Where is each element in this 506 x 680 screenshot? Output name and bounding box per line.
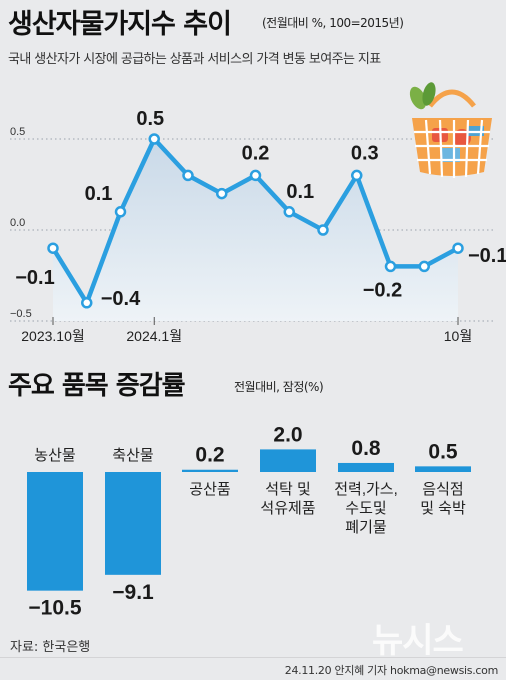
newsis-watermark: 뉴시스 xyxy=(372,621,464,661)
y-tick-label: 0.5 xyxy=(10,126,25,138)
shopping-basket-icon xyxy=(409,82,492,178)
data-point xyxy=(351,169,363,182)
page-subtitle: 국내 생산자가 시장에 공급하는 상품과 서비스의 가격 변동 보여주는 지표 xyxy=(8,52,381,67)
data-label: 0.3 xyxy=(351,142,379,164)
title-unit-note: (전월대비 %, 100=2015년) xyxy=(262,16,404,30)
bar-category-label: 농산물 xyxy=(34,447,75,464)
data-label: −0.4 xyxy=(101,288,141,310)
line-chart: 0.50.0−0.5 −0.1−0.40.10.50.20.10.3−0.2−0… xyxy=(10,82,506,344)
bar xyxy=(182,469,238,472)
bar-category-label: 및 숙박 xyxy=(420,500,466,517)
page-title: 생산자물가지수 추이 xyxy=(8,9,232,40)
data-label: −0.1 xyxy=(15,267,54,289)
footer-bar xyxy=(0,658,506,680)
bar-category-label: 전력,가스, xyxy=(334,481,398,498)
y-tick-label: −0.5 xyxy=(10,308,32,320)
bar-category-label: 음식점 xyxy=(422,481,463,498)
area-fill xyxy=(53,139,458,321)
data-point xyxy=(81,297,93,309)
data-point xyxy=(452,242,464,254)
y-tick-label: 0.0 xyxy=(10,217,25,229)
source-note: 자료: 한국은행 xyxy=(10,640,91,655)
data-point xyxy=(148,133,160,145)
bar xyxy=(27,472,83,591)
bar-category-label: 수도및 xyxy=(345,500,386,517)
footer-divider xyxy=(0,657,506,658)
x-tick-label: 10월 xyxy=(444,328,472,344)
data-point xyxy=(418,260,430,273)
bar-value-label: 0.5 xyxy=(428,440,458,463)
section-note: 전월대비, 잠정(%) xyxy=(234,380,324,394)
data-label: 0.2 xyxy=(242,142,270,164)
x-tick-label: 2024.1월 xyxy=(126,328,182,344)
data-point xyxy=(249,169,262,182)
bar-value-labels: −10.5 −9.1 0.2 2.0 0.8 0.5 xyxy=(28,423,457,619)
bars xyxy=(27,449,471,591)
bar-value-label: −10.5 xyxy=(28,597,81,620)
bar-category-label: 축산물 xyxy=(112,447,153,464)
bar xyxy=(260,449,316,472)
x-axis-ticks: 2023.10월 2024.1월 10월 xyxy=(21,317,472,344)
data-point xyxy=(216,187,228,200)
bar-category-label: 폐기물 xyxy=(345,519,386,536)
data-label: 0.5 xyxy=(136,108,164,130)
data-label: −0.1 xyxy=(468,245,506,267)
section-title: 주요 품목 증감률 xyxy=(8,371,186,401)
byline: 24.11.20 안지혜 기자 hokma@newsis.com xyxy=(284,664,499,677)
data-label: 0.1 xyxy=(85,183,113,205)
bar-value-label: 0.2 xyxy=(195,444,224,467)
data-point xyxy=(182,169,194,182)
bar xyxy=(105,472,161,575)
data-point xyxy=(47,242,59,254)
data-labels: −0.1 −0.4 0.1 0.5 0.2 0.1 0.3 −0.2 −0.1 xyxy=(15,108,506,310)
bar-category-label: 석탁 및 xyxy=(265,481,311,498)
data-points xyxy=(47,133,464,309)
y-axis-ticks: 0.5 0.0 −0.5 xyxy=(10,126,32,320)
bar xyxy=(338,462,394,472)
x-tick-label: 2023.10월 xyxy=(21,328,85,344)
bar-value-label: −9.1 xyxy=(112,581,154,604)
bar-category-label: 석유제품 xyxy=(260,500,315,517)
data-point xyxy=(317,224,329,236)
data-label: 0.1 xyxy=(286,181,314,203)
bar-value-label: 0.8 xyxy=(351,437,381,460)
bar-category-label: 공산품 xyxy=(189,481,230,498)
data-label: −0.2 xyxy=(363,279,402,301)
bar xyxy=(415,466,471,472)
data-point xyxy=(283,206,295,218)
data-point xyxy=(384,260,397,273)
data-point xyxy=(114,206,127,218)
bar-value-label: 2.0 xyxy=(273,423,302,446)
